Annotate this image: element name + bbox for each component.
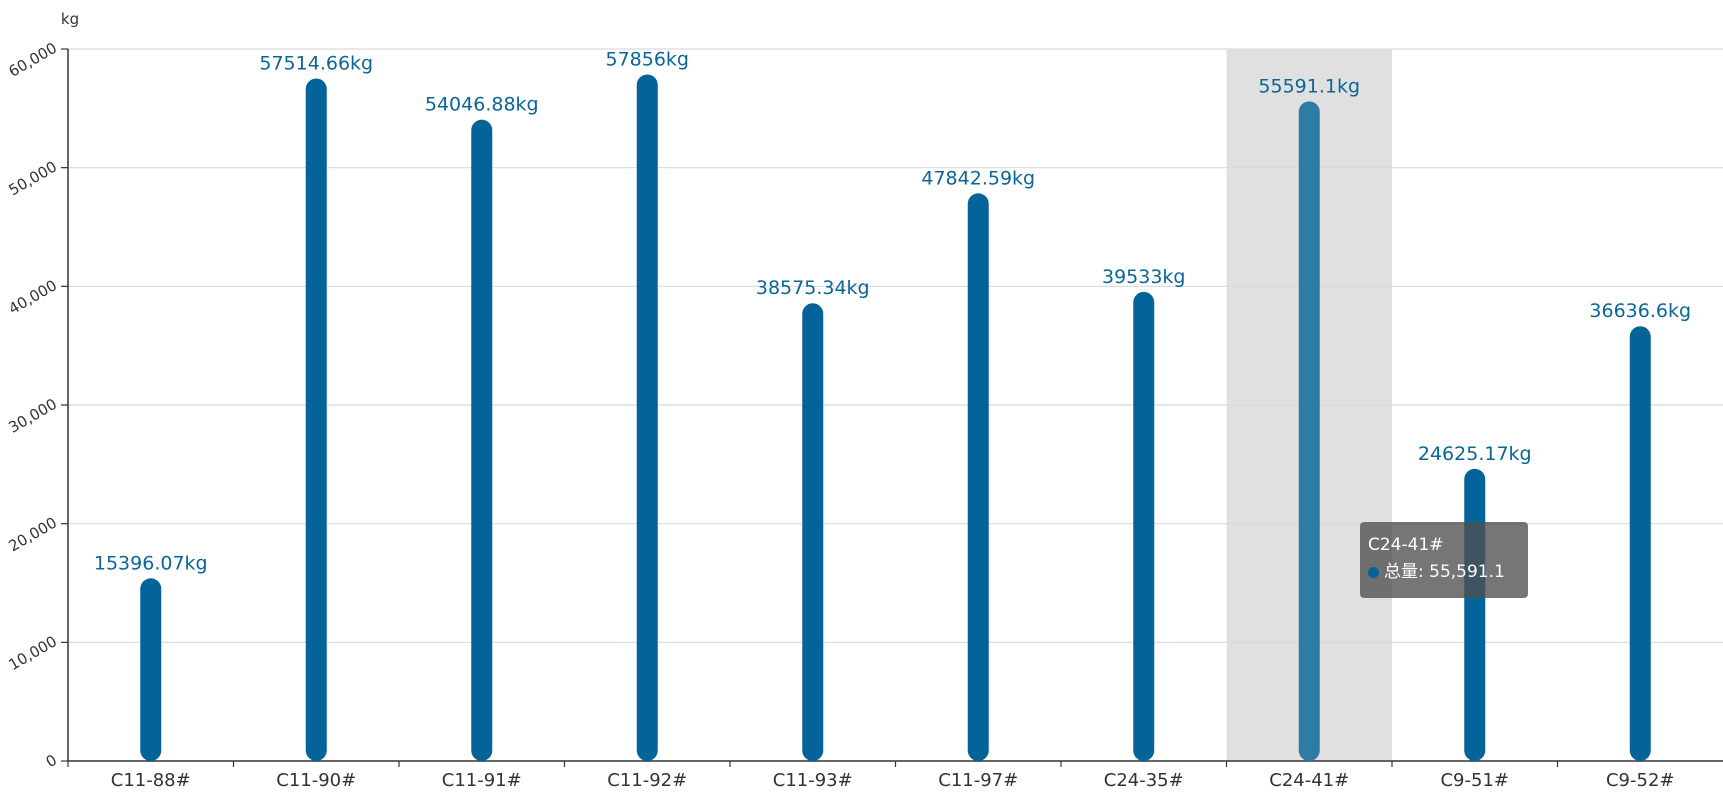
x-tick-label: C11-93# bbox=[773, 770, 853, 791]
y-axis-label: kg bbox=[61, 10, 79, 28]
tooltip-title: C24-41# bbox=[1368, 535, 1444, 555]
x-tick-label: C24-41# bbox=[1269, 770, 1349, 791]
data-label: 36636.6kg bbox=[1589, 300, 1691, 322]
y-tick-label: 20,000 bbox=[6, 514, 60, 556]
x-tick-label: C9-52# bbox=[1606, 770, 1675, 791]
bar bbox=[471, 119, 493, 762]
x-tick-label: C24-35# bbox=[1104, 770, 1184, 791]
tooltip-row: 总量 : 55,591.1 bbox=[1368, 559, 1520, 586]
y-tick-label: 40,000 bbox=[6, 276, 60, 318]
y-tick-label: 60,000 bbox=[6, 39, 60, 81]
data-label: 57856kg bbox=[605, 48, 689, 70]
y-tick-label: 50,000 bbox=[6, 158, 60, 200]
x-tick-label: C11-97# bbox=[938, 770, 1018, 791]
bar bbox=[140, 578, 162, 761]
tooltip-series-name: 总量 bbox=[1384, 562, 1418, 582]
data-label: 38575.34kg bbox=[756, 277, 870, 299]
data-label: 39533kg bbox=[1102, 266, 1186, 288]
bar bbox=[1133, 291, 1155, 761]
series-dot-icon bbox=[1368, 567, 1379, 578]
bar bbox=[967, 193, 989, 761]
data-label: 47842.59kg bbox=[921, 167, 1035, 189]
x-tick-label: C9-51# bbox=[1440, 770, 1509, 791]
x-tick-label: C11-90# bbox=[276, 770, 356, 791]
data-label: 57514.66kg bbox=[259, 52, 373, 74]
data-label: 54046.88kg bbox=[425, 94, 539, 116]
bar bbox=[305, 78, 327, 762]
bar bbox=[1464, 468, 1486, 761]
y-tick-label: 30,000 bbox=[6, 395, 60, 437]
x-tick-label: C11-91# bbox=[442, 770, 522, 791]
chart-tooltip: C24-41# 总量 : 55,591.1 bbox=[1360, 522, 1528, 598]
tooltip-separator: : bbox=[1418, 562, 1430, 582]
y-tick-label: 0 bbox=[43, 751, 60, 771]
bar bbox=[1298, 101, 1320, 761]
tooltip-value: 55,591.1 bbox=[1429, 562, 1505, 582]
bar bbox=[802, 303, 824, 761]
data-label: 15396.07kg bbox=[94, 552, 208, 574]
y-tick-label: 10,000 bbox=[6, 632, 60, 674]
data-label: 24625.17kg bbox=[1418, 443, 1532, 465]
x-tick-label: C11-88# bbox=[111, 770, 191, 791]
data-label: 55591.1kg bbox=[1258, 75, 1360, 97]
x-tick-label: C11-92# bbox=[607, 770, 687, 791]
bar bbox=[1629, 326, 1651, 761]
bar bbox=[636, 74, 658, 761]
